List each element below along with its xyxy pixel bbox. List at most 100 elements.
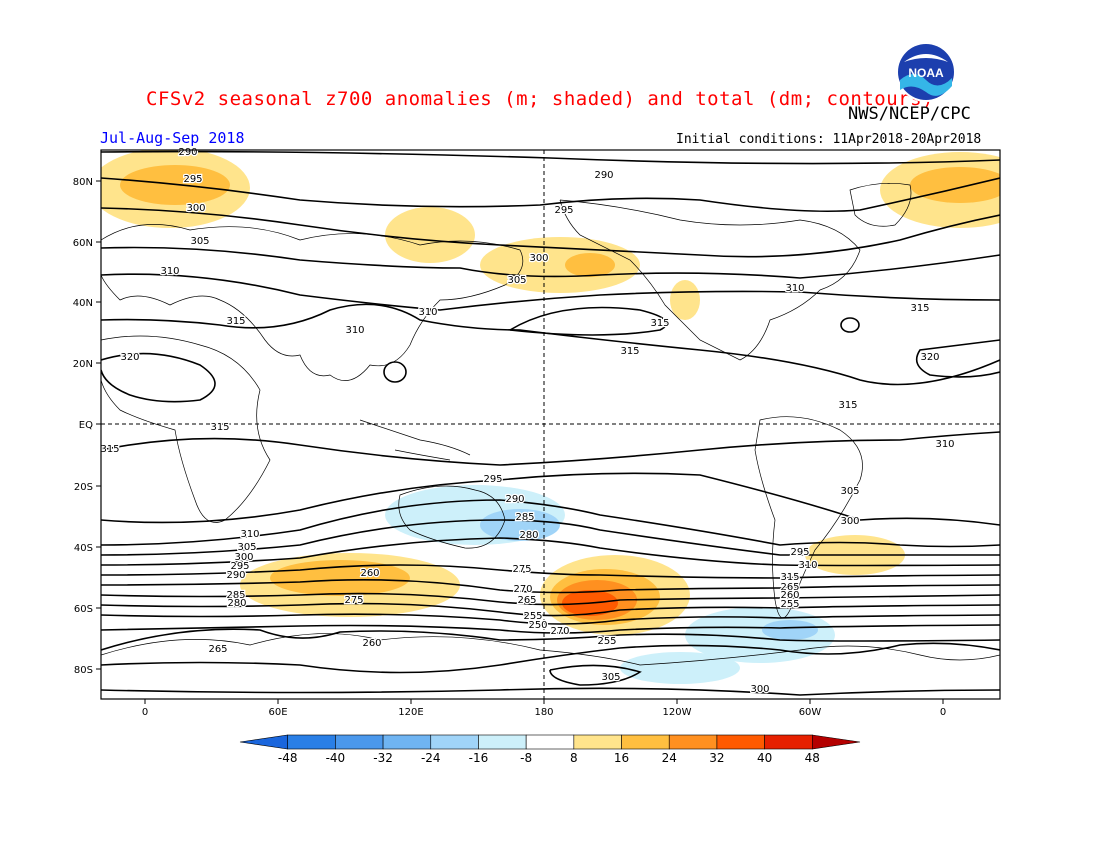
colorbar-label: -48 bbox=[278, 751, 298, 765]
contour-305-south bbox=[101, 499, 1000, 548]
contour-label: 255 bbox=[597, 636, 616, 647]
contour-280-south bbox=[101, 592, 1000, 606]
contour-305-north bbox=[101, 246, 1000, 279]
contour-270-south bbox=[101, 613, 1000, 625]
lon-label: 120E bbox=[398, 707, 423, 718]
contour-label: 295 bbox=[790, 547, 809, 558]
contour-label: 315 bbox=[910, 303, 929, 314]
contour-300-south bbox=[101, 519, 1000, 556]
contour-label: 270 bbox=[513, 584, 532, 595]
contour-labels: 2902953003053103153203103103153152902953… bbox=[99, 146, 956, 697]
lon-axis: 0 60E 120E 180 120W 60W 0 bbox=[142, 699, 946, 718]
contour-label: 310 bbox=[418, 307, 437, 318]
noaa-logo-text: NOAA bbox=[908, 66, 944, 80]
contour-label: 275 bbox=[512, 564, 531, 575]
contour-label: 310 bbox=[935, 439, 954, 450]
contour-label: 305 bbox=[237, 542, 256, 553]
forecast-period: Jul-Aug-Sep 2018 bbox=[100, 129, 245, 147]
colorbar-swatch bbox=[478, 734, 527, 750]
contour-label: 300 bbox=[186, 203, 205, 214]
contour-label: 310 bbox=[240, 529, 259, 540]
contour-260-south bbox=[101, 628, 1000, 651]
contour-label: 315 bbox=[650, 318, 669, 329]
coastline-eurasia bbox=[101, 224, 524, 381]
noaa-logo: NOAA bbox=[896, 42, 956, 102]
contour-label: 290 bbox=[226, 570, 245, 581]
lat-label: 60N bbox=[73, 238, 93, 249]
lat-label: 20N bbox=[73, 359, 93, 370]
contour-label: 285 bbox=[515, 512, 534, 523]
contour-label: 265 bbox=[517, 595, 536, 606]
contour-label: 305 bbox=[601, 672, 620, 683]
lon-label: 0 bbox=[142, 707, 148, 718]
contour-label: 305 bbox=[507, 275, 526, 286]
anomaly-positive-core bbox=[565, 253, 615, 277]
colorbar-label: -40 bbox=[326, 751, 346, 765]
contour-label: 280 bbox=[227, 598, 246, 609]
contour-label: 300 bbox=[840, 516, 859, 527]
lon-label: 60W bbox=[799, 707, 822, 718]
contour-label: 270 bbox=[550, 626, 569, 637]
contour-290-south bbox=[101, 564, 1000, 579]
contour-label: 295 bbox=[554, 205, 573, 216]
colorbar-swatch bbox=[573, 734, 622, 750]
contour-label: 310 bbox=[798, 560, 817, 571]
contour-label: 290 bbox=[178, 147, 197, 158]
coastline-indonesia bbox=[359, 419, 471, 461]
contour-295-south bbox=[101, 537, 1000, 567]
contour-label: 290 bbox=[594, 170, 613, 181]
closed-contours bbox=[383, 317, 860, 383]
lon-label: 180 bbox=[534, 707, 553, 718]
colorbar-label: 16 bbox=[614, 751, 629, 765]
contour-250-antarctica bbox=[549, 664, 642, 686]
contour-label: 260 bbox=[362, 638, 381, 649]
contour-label: 310 bbox=[160, 266, 179, 277]
colorbar-label: 48 bbox=[805, 751, 820, 765]
lat-label: EQ bbox=[79, 420, 93, 431]
coastline-greenland bbox=[849, 183, 912, 227]
contour-label: 275 bbox=[344, 595, 363, 606]
contour-label: 290 bbox=[505, 494, 524, 505]
contour-label: 315 bbox=[780, 572, 799, 583]
contour-255-antarctica-inner bbox=[101, 687, 1000, 696]
anomaly-positive-core bbox=[910, 167, 1000, 203]
contour-320-atlantic bbox=[915, 339, 1000, 378]
contour-310-north bbox=[101, 273, 1000, 311]
colorbar-label: -16 bbox=[469, 751, 489, 765]
contour-label: 305 bbox=[190, 236, 209, 247]
colorbar-swatch bbox=[287, 734, 336, 750]
contour-label: 255 bbox=[523, 611, 542, 622]
contour-label: 320 bbox=[120, 352, 139, 363]
lon-label: 120W bbox=[663, 707, 692, 718]
colorbar-label: 40 bbox=[757, 751, 772, 765]
contour-315-equator bbox=[101, 431, 1000, 466]
contour-label: 315 bbox=[620, 346, 639, 357]
anomaly-negative-antarctic bbox=[620, 652, 740, 684]
contour-label: 315 bbox=[838, 400, 857, 411]
contour-label: 255 bbox=[780, 599, 799, 610]
colorbar: -48 -40 -32 -24 -16 -8 8 16 24 32 40 48 bbox=[239, 734, 861, 765]
colorbar-swatch bbox=[382, 734, 432, 750]
coastline-australia bbox=[398, 485, 506, 549]
contour-310-south bbox=[101, 472, 1000, 526]
anomaly-positive-nw-america bbox=[670, 280, 700, 320]
contour-315-north bbox=[101, 303, 1000, 386]
contour-label: 250 bbox=[528, 620, 547, 631]
contour-label: 300 bbox=[529, 253, 548, 264]
colorbar-swatch bbox=[525, 734, 575, 750]
contour-285-south bbox=[101, 578, 1000, 594]
anomaly-shading bbox=[101, 150, 1000, 684]
initial-conditions: Initial conditions: 11Apr2018-20Apr2018 bbox=[676, 132, 982, 147]
contour-label: 300 bbox=[750, 684, 769, 695]
colorbar-swatch bbox=[668, 734, 718, 750]
coastline-north-america bbox=[559, 199, 861, 361]
colorbar-swatch bbox=[239, 734, 288, 750]
contour-label: 265 bbox=[208, 644, 227, 655]
height-contours bbox=[101, 150, 1000, 696]
colorbar-swatch bbox=[621, 734, 670, 750]
chart-title: CFSv2 seasonal z700 anomalies (m; shaded… bbox=[146, 88, 934, 110]
anomaly-negative-core bbox=[480, 509, 560, 541]
contour-265-south bbox=[101, 624, 1000, 634]
lat-label: 40S bbox=[74, 543, 93, 554]
anomaly-positive-north-pacific bbox=[480, 237, 640, 293]
